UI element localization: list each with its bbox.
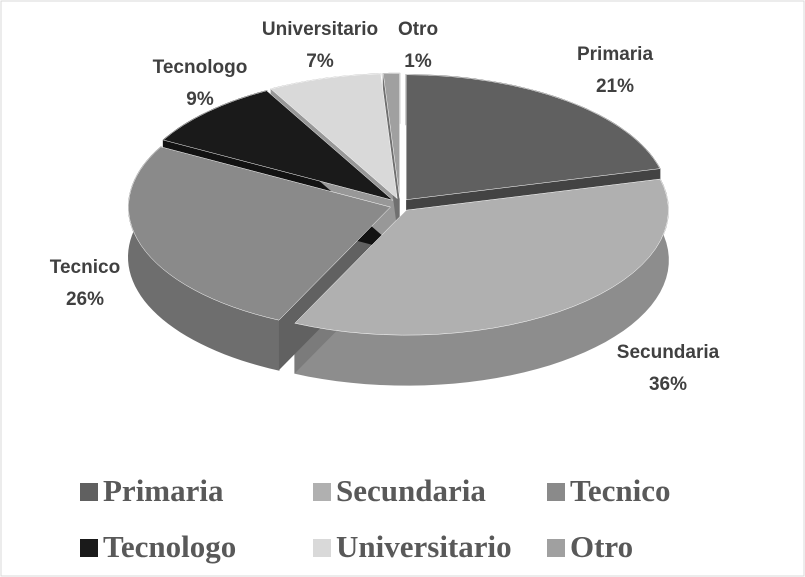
data-label-name: Tecnologo	[153, 57, 248, 78]
legend-label: Secundaria	[336, 473, 486, 508]
data-label-name: Tecnico	[50, 257, 120, 278]
legend-swatch	[80, 483, 98, 501]
data-label-value: 9%	[186, 89, 214, 110]
data-label-value: 36%	[649, 374, 687, 395]
legend-swatch	[313, 483, 331, 501]
data-label-value: 26%	[66, 289, 104, 310]
legend-swatch	[313, 539, 331, 557]
data-label-name: Primaria	[577, 44, 653, 65]
data-label-name: Universitario	[262, 19, 378, 40]
slice	[382, 73, 400, 199]
legend-label: Primaria	[103, 473, 224, 508]
legend-label: Tecnologo	[103, 529, 236, 564]
slice	[270, 73, 398, 200]
data-label-name: Secundaria	[617, 342, 720, 363]
slice	[294, 178, 669, 336]
legend-label: Universitario	[336, 529, 512, 564]
data-label-value: 7%	[306, 51, 334, 72]
data-label-value: 1%	[404, 51, 432, 72]
legend-swatch	[547, 539, 565, 557]
slice	[405, 74, 661, 201]
data-label-name: Otro	[398, 19, 438, 40]
data-label-value: 21%	[596, 76, 634, 97]
legend-swatch	[547, 483, 565, 501]
slice	[162, 90, 394, 201]
slice	[128, 146, 391, 321]
legend-swatch	[80, 539, 98, 557]
legend-label: Tecnico	[570, 473, 670, 508]
legend-label: Otro	[570, 529, 633, 564]
